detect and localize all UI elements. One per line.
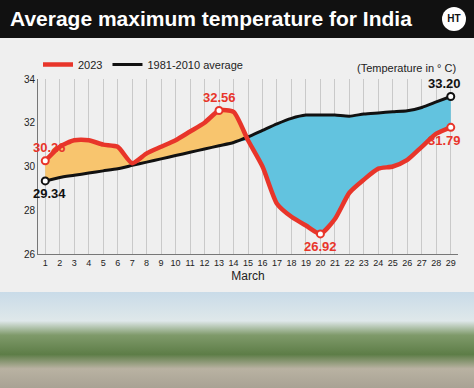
svg-text:24: 24	[373, 258, 383, 268]
svg-text:30.26: 30.26	[33, 140, 66, 155]
svg-text:1981-2010 average: 1981-2010 average	[147, 59, 242, 71]
svg-text:4: 4	[86, 258, 91, 268]
svg-text:20: 20	[315, 258, 325, 268]
svg-text:12: 12	[200, 258, 210, 268]
svg-text:2023: 2023	[78, 59, 102, 71]
svg-text:16: 16	[257, 258, 267, 268]
html-text:HT: HT	[447, 13, 461, 24]
svg-text:18: 18	[286, 258, 296, 268]
svg-text:26: 26	[24, 249, 36, 260]
svg-text:1: 1	[43, 258, 48, 268]
html-text:Average maximum temperature fo: Average maximum temperature for India	[10, 7, 412, 30]
svg-text:2: 2	[57, 258, 62, 268]
svg-text:3: 3	[72, 258, 77, 268]
svg-text:21: 21	[330, 258, 340, 268]
svg-text:14: 14	[229, 258, 239, 268]
svg-text:34: 34	[24, 74, 36, 85]
svg-text:33.20: 33.20	[428, 76, 461, 91]
svg-text:(Temperature in ° C): (Temperature in ° C)	[357, 62, 456, 74]
svg-text:22: 22	[344, 258, 354, 268]
svg-text:29: 29	[446, 258, 456, 268]
svg-text:30: 30	[24, 161, 36, 172]
svg-text:10: 10	[171, 258, 181, 268]
svg-text:19: 19	[301, 258, 311, 268]
svg-text:23: 23	[359, 258, 369, 268]
svg-text:26: 26	[402, 258, 412, 268]
svg-text:29.34: 29.34	[33, 186, 66, 201]
svg-text:March: March	[231, 269, 264, 283]
svg-text:17: 17	[272, 258, 282, 268]
svg-text:9: 9	[159, 258, 164, 268]
svg-text:26.92: 26.92	[304, 239, 337, 254]
svg-text:11: 11	[185, 258, 194, 268]
svg-text:28: 28	[24, 205, 36, 216]
svg-text:28: 28	[431, 258, 441, 268]
svg-text:15: 15	[243, 258, 253, 268]
svg-text:32: 32	[24, 117, 36, 128]
svg-text:8: 8	[144, 258, 149, 268]
svg-text:13: 13	[214, 258, 224, 268]
svg-text:25: 25	[388, 258, 398, 268]
svg-text:31.79: 31.79	[428, 133, 461, 148]
svg-text:27: 27	[417, 258, 427, 268]
svg-text:7: 7	[130, 258, 135, 268]
svg-text:6: 6	[115, 258, 120, 268]
svg-text:5: 5	[101, 258, 106, 268]
svg-text:32.56: 32.56	[203, 90, 236, 105]
